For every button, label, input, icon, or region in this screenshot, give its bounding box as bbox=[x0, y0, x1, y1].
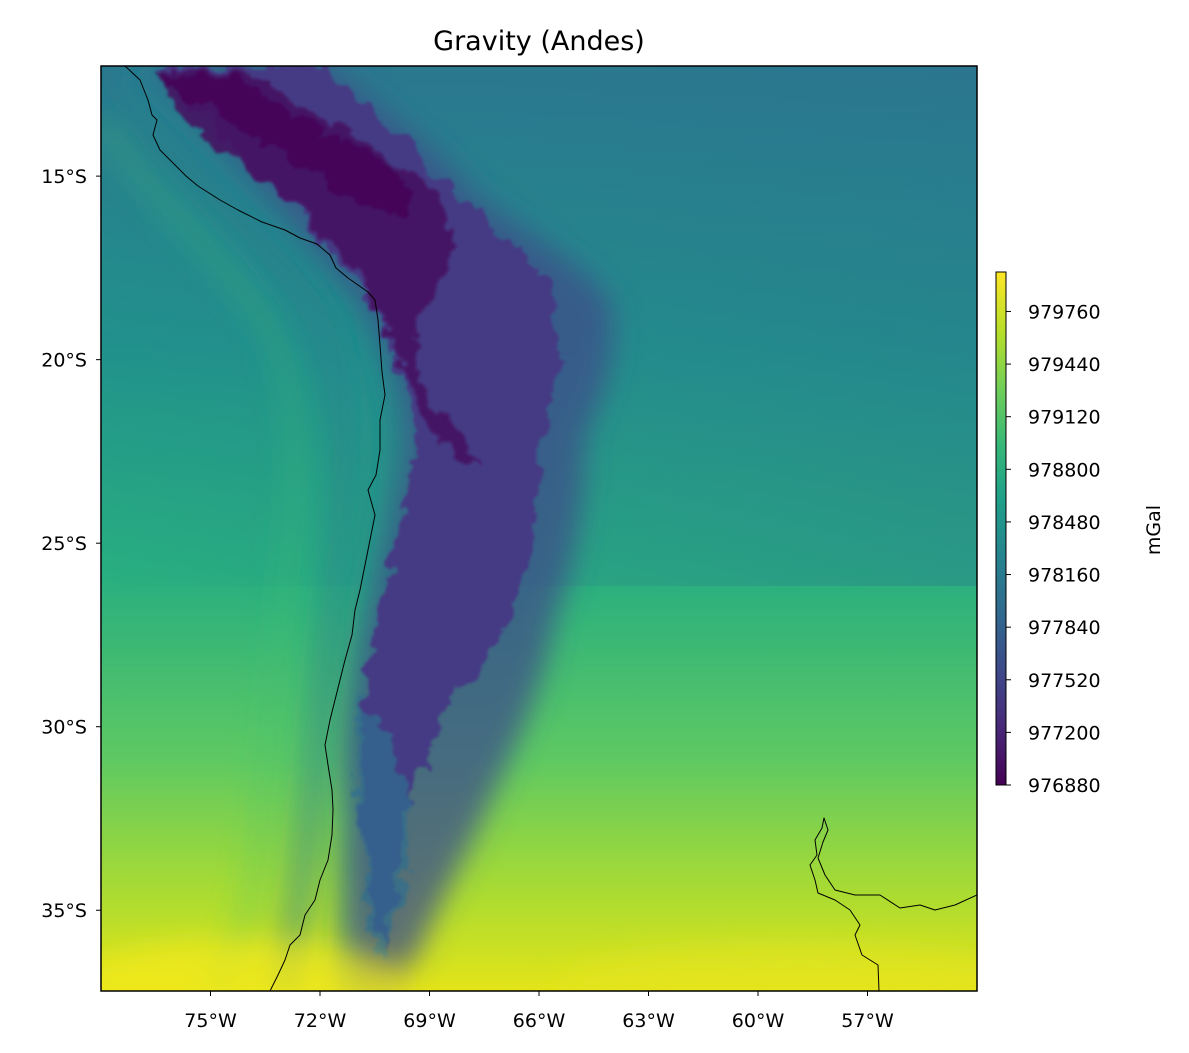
x-axis-ticks: 75°W 72°W 69°W 66°W 63°W 60°W 57°W bbox=[184, 991, 894, 1032]
altiplano-core bbox=[160, 70, 480, 470]
x-tick-label: 60°W bbox=[732, 1010, 785, 1032]
x-tick-label: 63°W bbox=[622, 1010, 675, 1032]
y-tick-label: 30°S bbox=[41, 717, 87, 739]
y-tick-label: 20°S bbox=[41, 350, 87, 372]
colorbar-tick-label: 979120 bbox=[1028, 407, 1101, 429]
south-high bbox=[101, 940, 410, 991]
colorbar: 976880 977200 977520 977840 978160 978480 9788… bbox=[995, 271, 1165, 797]
coastline-east bbox=[809, 817, 977, 991]
colorbar-tick-label: 977840 bbox=[1028, 617, 1101, 639]
x-tick-label: 75°W bbox=[184, 1010, 237, 1032]
x-tick-label: 69°W bbox=[403, 1010, 456, 1032]
colorbar-tick-label: 979440 bbox=[1028, 354, 1101, 376]
y-axis-ticks: 15°S 20°S 25°S 30°S 35°S bbox=[41, 166, 101, 922]
colorbar-gradient bbox=[995, 271, 1007, 786]
chart-title: Gravity (Andes) bbox=[433, 26, 645, 57]
colorbar-ticks: 976880 977200 977520 977840 978160 978480 9788… bbox=[1006, 301, 1101, 797]
andes-core bbox=[160, 66, 557, 950]
northern-peaks bbox=[165, 75, 412, 220]
colorbar-tick-label: 976880 bbox=[1028, 775, 1101, 797]
colorbar-tick-label: 979760 bbox=[1028, 301, 1101, 323]
colorbar-tick-label: 978800 bbox=[1028, 459, 1101, 481]
map-area bbox=[101, 66, 977, 991]
colorbar-tick-label: 977520 bbox=[1028, 670, 1101, 692]
y-tick-label: 35°S bbox=[41, 900, 87, 922]
coastline bbox=[124, 66, 386, 991]
colorbar-tick-label: 977200 bbox=[1028, 722, 1101, 744]
y-tick-label: 15°S bbox=[41, 166, 87, 188]
x-tick-label: 66°W bbox=[513, 1010, 566, 1032]
southeast-high bbox=[560, 945, 977, 991]
colorbar-label: mGal bbox=[1143, 505, 1165, 555]
colorbar-tick-label: 978480 bbox=[1028, 512, 1101, 534]
trench-trough bbox=[108, 66, 360, 991]
x-tick-label: 57°W bbox=[841, 1010, 894, 1032]
y-tick-label: 25°S bbox=[41, 533, 87, 555]
x-tick-label: 72°W bbox=[294, 1010, 347, 1032]
outer-rise bbox=[101, 115, 305, 991]
andes-south-tail bbox=[356, 700, 412, 960]
colorbar-tick-label: 978160 bbox=[1028, 565, 1101, 587]
